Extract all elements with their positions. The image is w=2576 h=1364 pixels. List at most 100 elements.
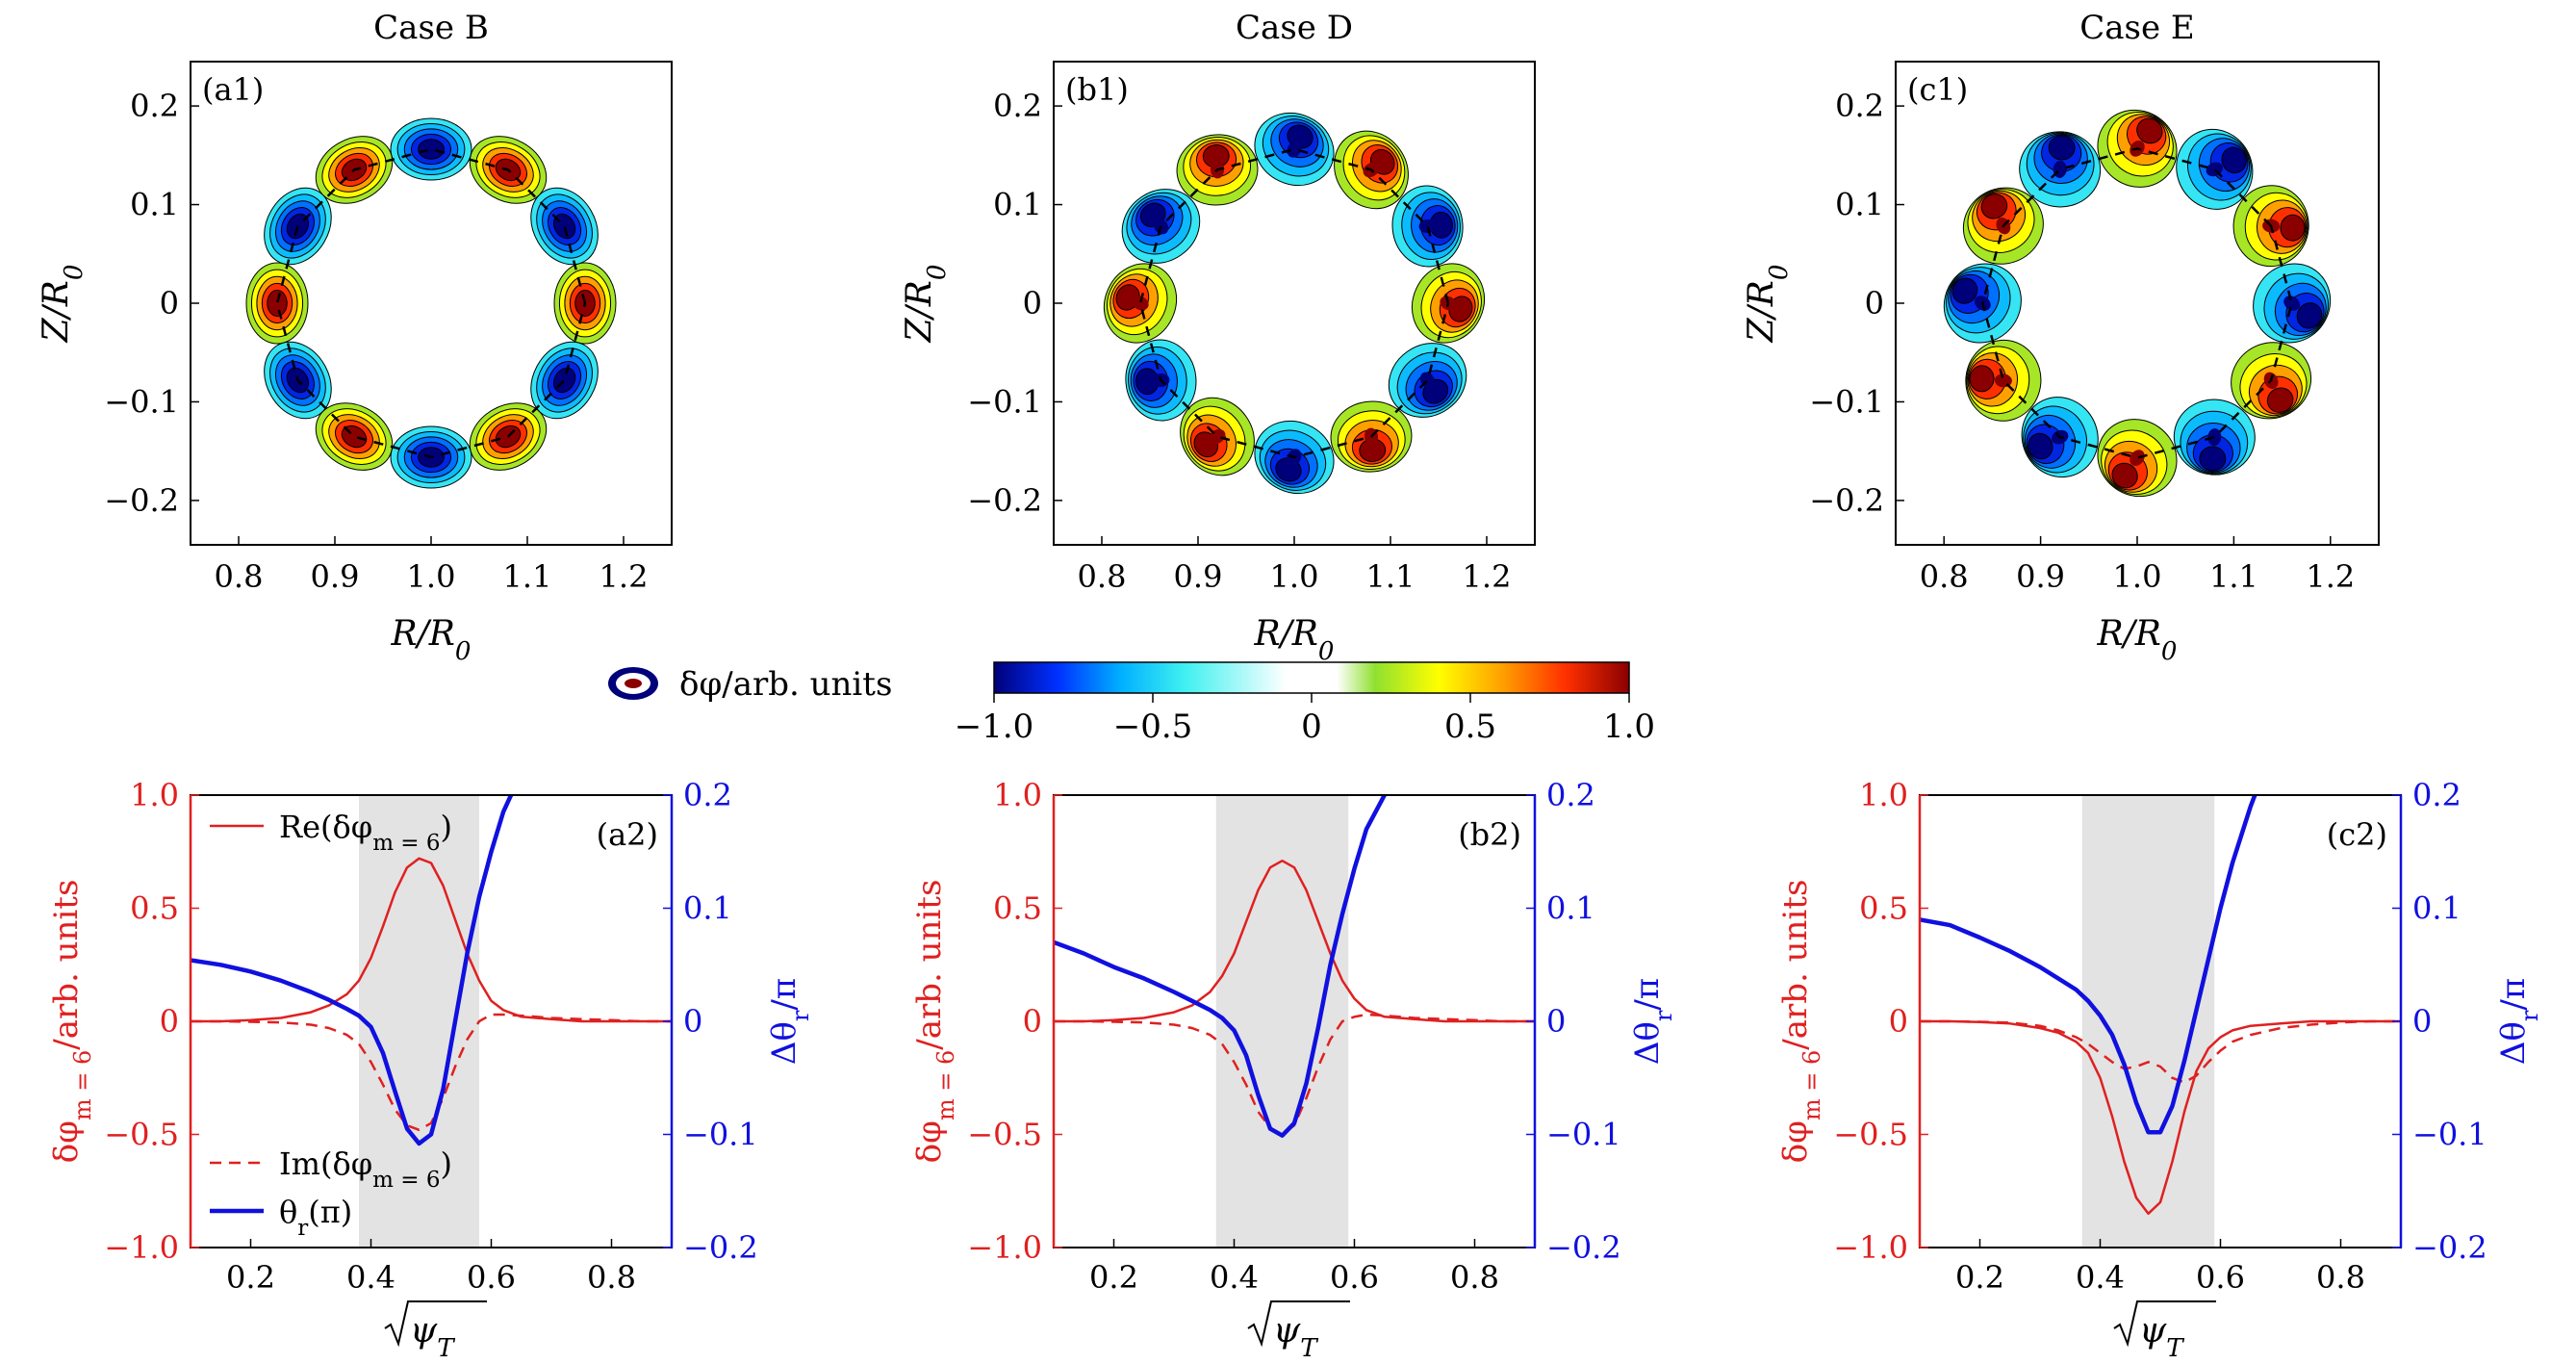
x-tick-label: 1.2 [599,558,649,595]
left-tick-label: 0.5 [1859,890,1908,927]
mode-blob [245,262,309,345]
right-tick-label: 0 [1546,1003,1566,1040]
mode-blob [1103,263,1178,344]
mode-blob [2173,399,2256,476]
contour-level [2111,462,2138,489]
y-tick-label: −0.2 [967,482,1042,519]
x-axis-label: ψT [1247,1300,1350,1363]
mode-blob [2176,128,2254,210]
right-tick-label: 0.2 [1546,777,1595,813]
x-tick-label: 1.1 [503,558,552,595]
left-axis-label: δφm = 6/arb. units [47,880,96,1164]
contour-level [2266,387,2294,413]
y-axis-label: Z/R0 [1742,265,1794,344]
blob-core [2207,428,2222,447]
case-title: Case D [1236,9,1353,47]
shaded-region [359,795,479,1248]
right-tick-label: 0.1 [2412,890,2461,927]
y-tick-label: −0.1 [1809,383,1884,420]
x-axis-label: R/R0 [2097,614,2178,666]
colorbar-ticks: −1.0 −0.5 0 0.5 1.0 [955,693,1655,746]
x-tick-label: 0.9 [1174,558,1223,595]
blob-core [1418,219,1437,234]
x-axis-label-text: ψT [410,1311,455,1363]
contour-level [2028,432,2053,460]
colorbar-tick-label: 1.0 [1603,708,1655,746]
top-row-panels: Case B 0.8 0.9 1.0 1.1 1.2 −0.2 −0.1 0 0.1 0.2 (a1)… [37,9,2380,666]
panel-label: (a2) [597,816,658,853]
blob-core [556,219,574,234]
contour-level [1951,277,1978,304]
x-tick-label: 1.1 [1366,558,1416,595]
mode-blobs [1943,109,2332,498]
mode-blob [2232,185,2309,268]
mode-blob [1121,189,1201,264]
right-tick-label: −0.2 [2412,1229,2487,1266]
x-tick-label: 0.6 [1330,1259,1379,1296]
panel-b2: 0.2 0.4 0.6 0.8 −1.0 −0.5 0 0.5 1.0 −0.2 −0.1 0 0.1 0… [910,777,1677,1363]
y-tick-label: 0.1 [1835,187,1884,223]
mode-blob [1254,112,1335,187]
x-tick-label: 0.4 [2076,1259,2125,1296]
panel-label: (b1) [1065,71,1129,108]
case-title: Case B [373,9,489,47]
colorbar-group: δφ/arb. units −1.0 −0.5 0 0.5 1.0 [608,661,1655,746]
contour-level [2199,446,2227,472]
colorbar [993,661,1630,694]
left-tick-label: −1.0 [104,1229,179,1266]
panel-b1: Case D 0.8 0.9 1.0 1.1 1.2 −0.2 −0.1 0 0.1 0.2 (b1)… [900,9,1536,666]
x-tick-label: 1.0 [2113,558,2162,595]
sqrt-sign-icon [2113,1300,2216,1348]
case-title: Case E [2079,9,2194,47]
right-axis-label: Δθr/π [1628,978,1677,1065]
x-tick-label: 0.9 [311,558,360,595]
right-tick-label: −0.2 [683,1229,758,1266]
y-axis-label: Z/R0 [900,265,952,344]
phase-ridge-line [1138,147,1450,459]
right-tick-label: −0.1 [1546,1117,1621,1153]
right-axis-label: Δθr/π [765,978,814,1065]
series-lines [1920,795,2401,1216]
panel-a1: Case B 0.8 0.9 1.0 1.1 1.2 −0.2 −0.1 0 0.1 0.2 (a1)… [37,9,673,666]
left-tick-label: 1.0 [993,777,1042,813]
series-line [1920,1019,2401,1216]
right-tick-label: −0.1 [683,1117,758,1153]
x-axis-label: R/R0 [1254,614,1335,666]
series-lines [1054,795,1535,1138]
mode-blob [1943,263,2022,344]
left-tick-label: −0.5 [1833,1117,1908,1153]
panel-c1: Case E 0.8 0.9 1.0 1.1 1.2 −0.2 −0.1 0 0.1 0.2 (c1)… [1742,9,2380,666]
right-tick-label: −0.2 [1546,1229,1621,1266]
series-lines [191,795,672,1146]
left-tick-label: −0.5 [967,1117,1042,1153]
contour-level [2221,146,2247,174]
y-tick-label: 0 [1023,285,1042,322]
x-axis-label-text: ψT [1273,1311,1318,1363]
y-axis-label: Z/R0 [37,265,89,344]
mode-blob [530,341,599,420]
x-tick-label: 1.1 [2209,558,2258,595]
y-tick-label: 0.2 [130,88,179,124]
left-axis-label: δφm = 6/arb. units [910,880,959,1164]
sqrt-sign-icon [384,1300,487,1348]
right-tick-label: 0.1 [1546,890,1595,927]
y-tick-label: −0.1 [967,383,1042,420]
colorbar-legend-icon [608,667,658,700]
blob-core [268,296,286,310]
x-tick-label: 0.8 [1078,558,1127,595]
x-tick-label: 1.0 [1270,558,1319,595]
y-tick-label: 0.2 [1835,88,1884,124]
colorbar-label: δφ/arb. units [679,665,892,704]
contour-level [2048,135,2076,161]
x-tick-label: 1.0 [407,558,456,595]
y-tick-label: 0.1 [130,187,179,223]
sqrt-sign-icon [1247,1300,1350,1348]
x-tick-label: 0.2 [1955,1259,2004,1296]
mode-blob [1391,185,1464,268]
left-tick-label: 0 [160,1003,179,1040]
left-tick-label: 0.5 [130,890,179,927]
panel-label: (b2) [1458,816,1521,853]
mode-blobs [1103,112,1486,495]
right-tick-label: 0.2 [683,777,732,813]
